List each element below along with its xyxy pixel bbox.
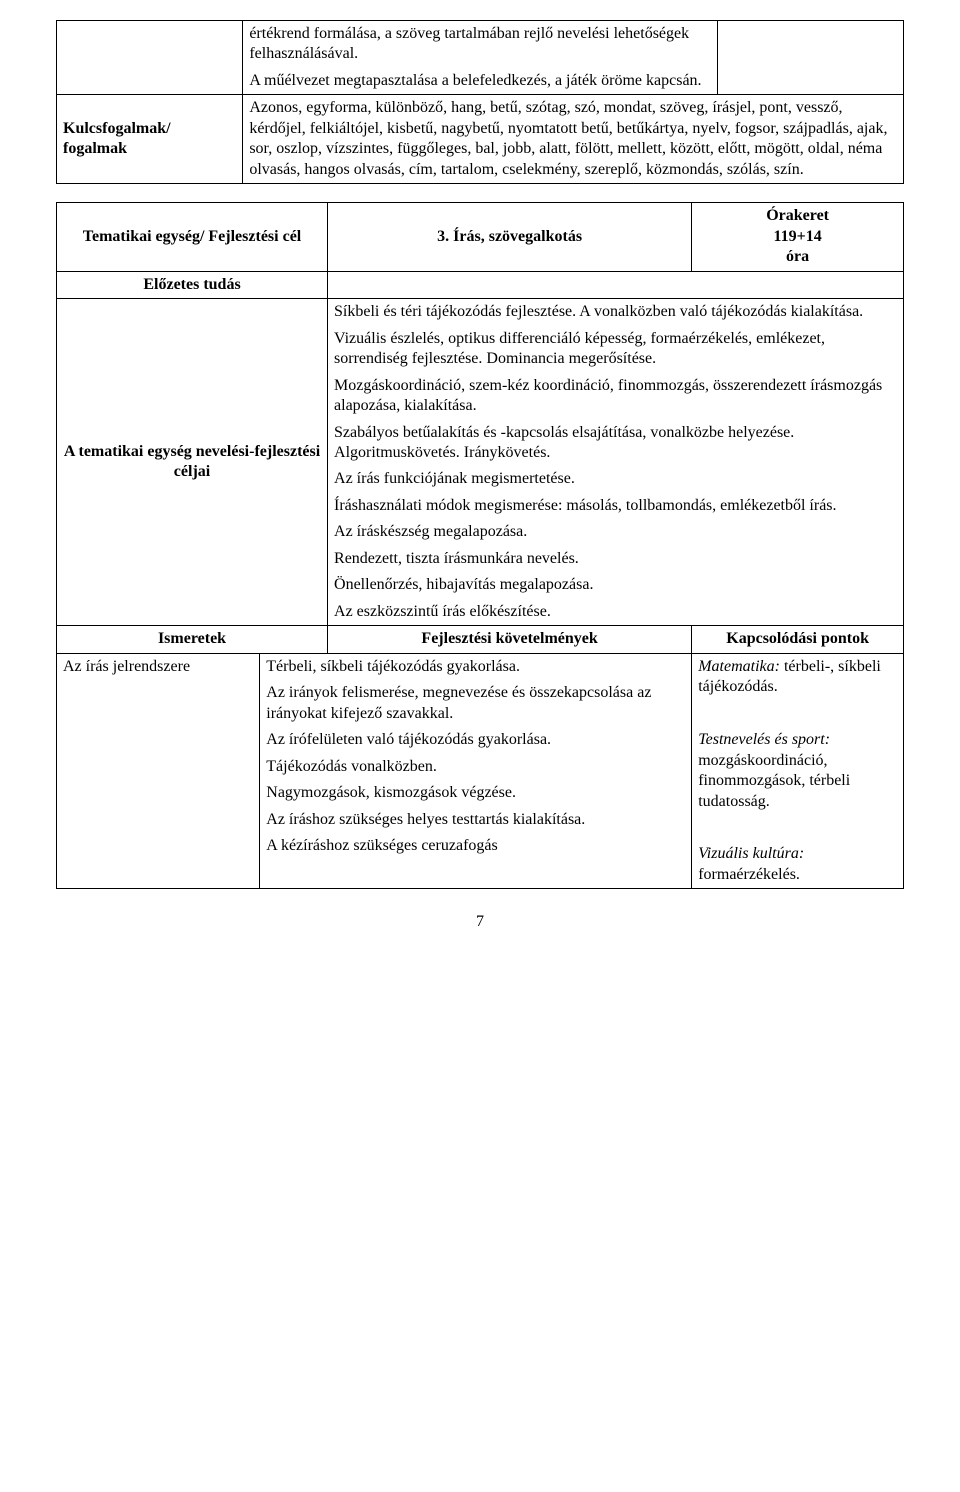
cell-content: értékrend formálása, a szöveg tartalmába… — [243, 21, 717, 95]
cell-ismeretek-content: Az írás jelrendszere — [57, 653, 260, 889]
paragraph: Matematika: térbeli-, síkbeli tájékozódá… — [698, 657, 897, 698]
cell-header-tematikai: Tematikai egység/ Fejlesztési cél — [57, 203, 328, 271]
cell-label-celok: A tematikai egység nevelési-fejlesztési … — [57, 299, 328, 626]
table-row: Tematikai egység/ Fejlesztési cél 3. Írá… — [57, 203, 904, 271]
cell-label-kulcsfogalmak: Kulcsfogalmak/ fogalmak — [57, 95, 243, 184]
paragraph: Szabályos betűalakítás és -kapcsolás els… — [334, 423, 897, 464]
paragraph: Íráshasználati módok megismerése: másolá… — [334, 496, 897, 516]
paragraph: Az eszközszintű írás előkészítése. — [334, 602, 897, 622]
paragraph — [698, 818, 897, 838]
paragraph: A kézíráshoz szükséges ceruzafogás — [266, 836, 685, 856]
page-number: 7 — [56, 913, 904, 931]
paragraph: Tájékozódás vonalközben. — [266, 757, 685, 777]
cell-label-elozetes: Előzetes tudás — [57, 271, 328, 298]
orakeret-label: Órakeret — [698, 206, 897, 226]
table-kulcsfogalmak: értékrend formálása, a szöveg tartalmába… — [56, 20, 904, 184]
table-row: értékrend formálása, a szöveg tartalmába… — [57, 21, 904, 95]
paragraph: Síkbeli és téri tájékozódás fejlesztése.… — [334, 302, 897, 322]
table-row-subheader: Ismeretek Fejlesztési követelmények Kapc… — [57, 626, 904, 653]
cell-header-kapcsolodasi: Kapcsolódási pontok — [692, 626, 904, 653]
paragraph: Az irányok felismerése, megnevezése és ö… — [266, 683, 685, 724]
cell-empty — [717, 21, 903, 95]
subject-text: formaérzékelés. — [698, 866, 800, 883]
paragraph: A műélvezet megtapasztalása a belefeledk… — [249, 71, 710, 91]
paragraph: Az írófelületen való tájékozódás gyakorl… — [266, 730, 685, 750]
subject-label: Testnevelés és sport: — [698, 731, 830, 748]
paragraph: Rendezett, tiszta írásmunkára nevelés. — [334, 549, 897, 569]
table-tematikai-egyseg: Tematikai egység/ Fejlesztési cél 3. Írá… — [56, 202, 904, 889]
paragraph — [698, 704, 897, 724]
paragraph: Vizuális észlelés, optikus differenciáló… — [334, 329, 897, 370]
cell-header-fejlesztesi: Fejlesztési követelmények — [328, 626, 692, 653]
subject-text: mozgáskoordináció, finommozgások, térbel… — [698, 752, 850, 810]
orakeret-unit: óra — [698, 247, 897, 267]
cell-kapcsolodasi-content: Matematika: térbeli-, síkbeli tájékozódá… — [692, 653, 904, 889]
table-row: A tematikai egység nevelési-fejlesztési … — [57, 299, 904, 626]
paragraph: Térbeli, síkbeli tájékozódás gyakorlása. — [266, 657, 685, 677]
paragraph: Mozgáskoordináció, szem-kéz koordináció,… — [334, 376, 897, 417]
paragraph: Önellenőrzés, hibajavítás megalapozása. — [334, 575, 897, 595]
cell-empty — [328, 271, 904, 298]
paragraph: Testnevelés és sport: mozgáskoordináció,… — [698, 730, 897, 812]
table-row: Az írás jelrendszere Térbeli, síkbeli tá… — [57, 653, 904, 889]
cell-header-title: 3. Írás, szövegalkotás — [328, 203, 692, 271]
subject-label: Vizuális kultúra: — [698, 845, 804, 862]
cell-content-celok: Síkbeli és téri tájékozódás fejlesztése.… — [328, 299, 904, 626]
paragraph: Vizuális kultúra: formaérzékelés. — [698, 844, 897, 885]
paragraph: értékrend formálása, a szöveg tartalmába… — [249, 24, 710, 65]
spacer — [56, 184, 904, 202]
cell-header-ismeretek: Ismeretek — [57, 626, 328, 653]
table-row: Kulcsfogalmak/ fogalmak Azonos, egyforma… — [57, 95, 904, 184]
paragraph: Az íráshoz szükséges helyes testtartás k… — [266, 810, 685, 830]
cell-header-orakeret: Órakeret 119+14 óra — [692, 203, 904, 271]
cell-content: Azonos, egyforma, különböző, hang, betű,… — [243, 95, 904, 184]
paragraph: Az íráskészség megalapozása. — [334, 522, 897, 542]
orakeret-value: 119+14 — [698, 227, 897, 247]
cell-empty — [57, 21, 243, 95]
cell-fejlesztesi-content: Térbeli, síkbeli tájékozódás gyakorlása.… — [260, 653, 692, 889]
paragraph: Az írás funkciójának megismertetése. — [334, 469, 897, 489]
table-row: Előzetes tudás — [57, 271, 904, 298]
subject-label: Matematika: — [698, 658, 780, 675]
paragraph: Nagymozgások, kismozgások végzése. — [266, 783, 685, 803]
